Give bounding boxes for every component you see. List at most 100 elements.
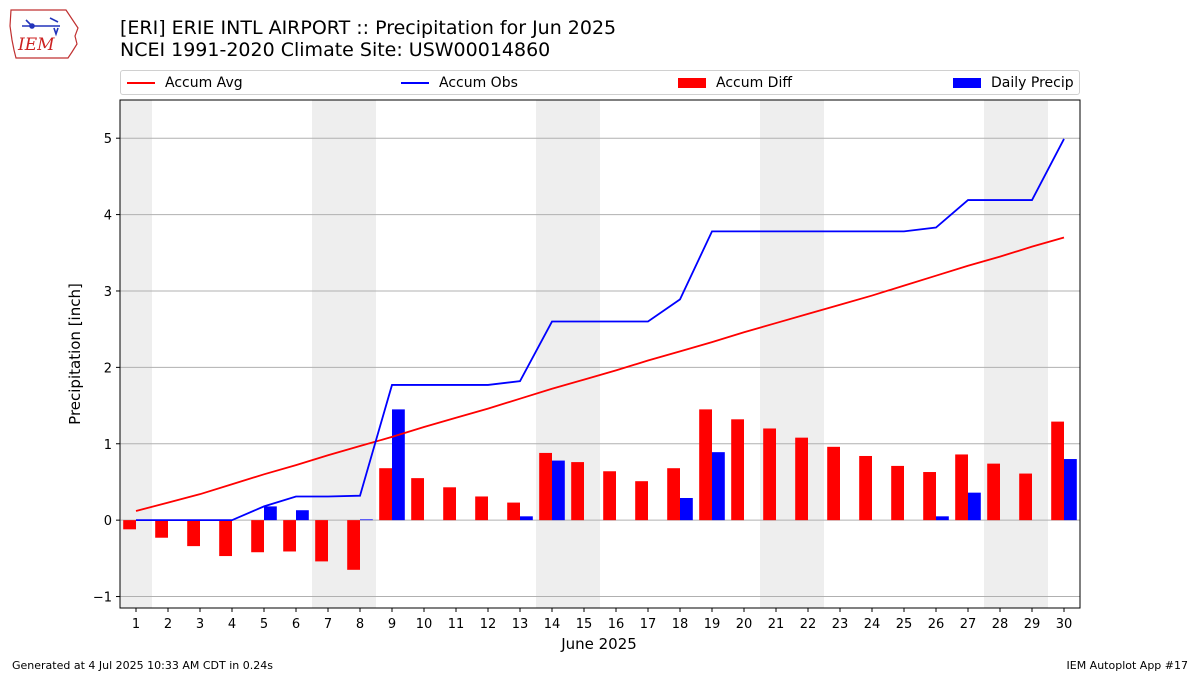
x-tick-label: 22 [800,617,817,632]
x-tick-label: 9 [388,617,396,632]
x-tick-label: 10 [416,617,433,632]
iem-logo: IEM [9,9,79,59]
bar-accum-diff [123,520,136,530]
app-credit: IEM Autoplot App #17 [1066,659,1189,672]
bar-accum-diff [187,520,200,547]
y-tick-label: 5 [104,132,112,147]
bar-daily-precip [360,519,373,521]
x-tick-label: 11 [448,617,465,632]
bar-daily-precip [264,506,277,521]
y-tick-label: −1 [93,591,112,606]
weekend-band [984,100,1048,608]
gridlines [120,137,1080,598]
x-tick-label: 2 [164,617,172,632]
x-tick-label: 12 [480,617,497,632]
bar-accum-diff [539,452,552,521]
bar-accum-diff [315,520,328,562]
legend-item-accum-avg: Accum Avg [127,71,243,94]
bar-accum-diff [155,520,168,538]
bar-accum-diff [923,472,936,521]
bar-accum-diff [667,468,680,521]
weekend-shading [120,100,1048,608]
x-tick-label: 20 [736,617,753,632]
bar-daily-precip [552,460,565,521]
chart-title: [ERI] ERIE INTL AIRPORT :: Precipitation… [120,17,617,39]
bar-accum-diff [443,487,456,521]
x-tick-label: 25 [896,617,913,632]
bar-daily-precip [392,409,405,521]
line-accum-obs [136,138,1065,522]
weekend-band [120,100,152,608]
x-tick-label: 7 [324,617,332,632]
legend-swatch [953,77,981,88]
bar-daily-precip [520,516,533,521]
x-tick-label: 15 [576,617,593,632]
x-tick-label: 13 [512,617,529,632]
x-tick-label: 5 [260,617,268,632]
legend-swatch [401,81,429,84]
weather-station-icon [22,17,60,37]
x-tick-label: 18 [672,617,689,632]
bar-accum-diff [955,454,968,521]
y-axis-label: Precipitation [inch] [66,283,84,425]
bar-accum-diff [507,502,520,521]
bar-accum-diff [987,463,1000,521]
y-tick-label: 3 [104,285,112,300]
y-tick-label: 2 [104,361,112,376]
legend-label: Accum Avg [165,74,243,91]
legend-swatch [678,77,706,88]
legend-label: Daily Precip [991,74,1074,91]
weekend-band [312,100,376,608]
legend-item-accum-diff: Accum Diff [678,71,792,94]
x-tick-label: 28 [992,617,1009,632]
bars [123,409,1077,570]
x-tick-label: 8 [356,617,364,632]
x-tick-label: 24 [864,617,881,632]
x-tick-label: 21 [768,617,785,632]
lines [135,138,1065,522]
x-tick-label: 17 [640,617,657,632]
bar-accum-diff [763,428,776,521]
x-tick-label: 23 [832,617,849,632]
bar-accum-diff [219,520,232,557]
y-tick-label: 1 [104,438,112,453]
x-tick-label: 26 [928,617,945,632]
bar-daily-precip [680,497,693,521]
y-tick-label: 0 [104,514,112,529]
bar-accum-diff [411,478,424,521]
bar-accum-diff [283,520,296,552]
bar-daily-precip [712,452,725,521]
x-tick-label: 19 [704,617,721,632]
x-tick-label: 3 [196,617,204,632]
bar-accum-diff [379,468,392,521]
bar-accum-diff [795,437,808,521]
bar-accum-diff [251,520,264,553]
bar-accum-diff [347,520,360,570]
legend-item-accum-obs: Accum Obs [401,71,518,94]
bar-daily-precip [936,516,949,521]
x-tick-label: 27 [960,617,977,632]
bar-accum-diff [827,446,840,521]
logo-text: IEM [17,35,55,55]
legend-item-daily-precip: Daily Precip [953,71,1074,94]
bar-accum-diff [571,462,584,521]
x-tick-label: 16 [608,617,625,632]
bar-accum-diff [1051,421,1064,521]
x-tick-label: 1 [132,617,140,632]
bar-accum-diff [603,471,616,521]
x-axis-label: June 2025 [560,635,637,653]
legend-label: Accum Diff [716,74,793,91]
x-tick-label: 6 [292,617,300,632]
bar-daily-precip [968,492,981,521]
x-tick-label: 4 [228,617,236,632]
bar-accum-diff [859,455,872,521]
bar-accum-diff [891,465,904,521]
weekend-band [760,100,824,608]
bar-daily-precip [1064,459,1077,521]
y-tick-label: 4 [104,209,112,224]
legend-label: Accum Obs [439,74,518,91]
bar-accum-diff [699,409,712,521]
bar-accum-diff [475,496,488,521]
bar-daily-precip [296,510,309,521]
